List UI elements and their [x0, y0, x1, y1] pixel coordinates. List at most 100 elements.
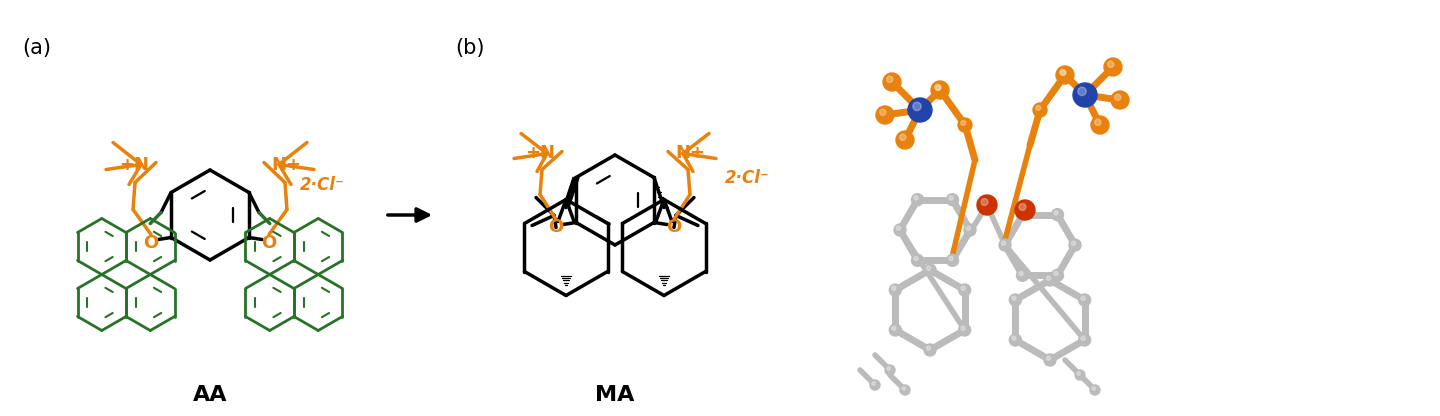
Circle shape	[1092, 387, 1096, 390]
Circle shape	[981, 198, 988, 206]
Circle shape	[960, 286, 965, 290]
Circle shape	[1071, 241, 1076, 245]
Text: MA: MA	[595, 385, 635, 405]
Circle shape	[1009, 334, 1021, 346]
Circle shape	[935, 84, 940, 90]
Circle shape	[1020, 203, 1025, 210]
Circle shape	[909, 98, 932, 122]
Circle shape	[1081, 336, 1086, 340]
Circle shape	[1060, 69, 1066, 75]
Polygon shape	[563, 178, 579, 208]
Circle shape	[894, 224, 906, 236]
Text: N+: N+	[271, 156, 301, 173]
Circle shape	[891, 286, 896, 290]
Circle shape	[1081, 296, 1086, 300]
Circle shape	[914, 256, 919, 260]
Circle shape	[1035, 105, 1041, 110]
Circle shape	[900, 134, 906, 141]
Circle shape	[870, 380, 880, 390]
Circle shape	[926, 266, 930, 270]
Circle shape	[887, 367, 890, 370]
Circle shape	[1020, 211, 1022, 215]
Circle shape	[1051, 209, 1064, 221]
Text: 2·Cl⁻: 2·Cl⁻	[300, 176, 344, 194]
Circle shape	[966, 226, 971, 230]
Circle shape	[1017, 269, 1028, 281]
Circle shape	[1047, 276, 1051, 280]
Circle shape	[890, 284, 901, 296]
Circle shape	[886, 365, 896, 375]
Circle shape	[1001, 241, 1005, 245]
Circle shape	[959, 284, 971, 296]
Circle shape	[960, 326, 965, 330]
Circle shape	[1061, 70, 1066, 75]
Circle shape	[1020, 271, 1022, 276]
Circle shape	[912, 254, 923, 266]
Circle shape	[1051, 269, 1064, 281]
Circle shape	[914, 196, 919, 200]
Circle shape	[1047, 356, 1051, 360]
Circle shape	[1054, 271, 1058, 276]
Circle shape	[924, 344, 936, 356]
Circle shape	[912, 194, 923, 206]
Circle shape	[1077, 87, 1086, 96]
Text: (b): (b)	[455, 38, 484, 58]
Circle shape	[1107, 61, 1115, 67]
Text: +N: +N	[120, 156, 148, 173]
Circle shape	[873, 382, 876, 385]
Text: O: O	[667, 218, 681, 237]
Text: +N: +N	[526, 144, 554, 163]
Circle shape	[1058, 68, 1071, 82]
Circle shape	[1104, 58, 1122, 76]
Circle shape	[1115, 94, 1120, 100]
Text: N+: N+	[675, 144, 706, 163]
Circle shape	[1012, 336, 1017, 340]
Circle shape	[876, 106, 894, 124]
Circle shape	[1009, 294, 1021, 306]
Circle shape	[900, 385, 910, 395]
Circle shape	[959, 324, 971, 336]
Circle shape	[1077, 372, 1080, 375]
Circle shape	[890, 324, 901, 336]
Circle shape	[999, 239, 1011, 251]
Circle shape	[913, 102, 922, 111]
Circle shape	[883, 73, 901, 91]
Circle shape	[1032, 103, 1047, 117]
Text: O: O	[144, 233, 158, 252]
Circle shape	[896, 226, 900, 230]
Circle shape	[1068, 239, 1081, 251]
Circle shape	[958, 118, 972, 132]
Circle shape	[924, 264, 936, 276]
Circle shape	[887, 76, 893, 82]
Circle shape	[960, 121, 966, 125]
Circle shape	[946, 254, 959, 266]
Circle shape	[891, 326, 896, 330]
Circle shape	[936, 85, 940, 90]
Circle shape	[1044, 274, 1056, 286]
Circle shape	[1079, 334, 1090, 346]
Circle shape	[1015, 200, 1035, 220]
Circle shape	[1012, 296, 1017, 300]
Circle shape	[946, 194, 959, 206]
Circle shape	[896, 131, 914, 149]
Circle shape	[1076, 370, 1084, 380]
Circle shape	[926, 346, 930, 350]
Text: AA: AA	[193, 385, 228, 405]
Circle shape	[901, 387, 906, 390]
Text: (a): (a)	[22, 38, 50, 58]
Circle shape	[1073, 83, 1097, 107]
Circle shape	[963, 224, 976, 236]
Circle shape	[1094, 119, 1102, 126]
Circle shape	[1056, 66, 1074, 84]
Circle shape	[976, 195, 996, 215]
Circle shape	[880, 109, 886, 116]
Circle shape	[1092, 116, 1109, 134]
Text: O: O	[261, 233, 276, 252]
Circle shape	[1044, 354, 1056, 366]
Circle shape	[933, 83, 948, 97]
Circle shape	[1017, 209, 1028, 221]
Circle shape	[949, 256, 953, 260]
Circle shape	[1079, 294, 1090, 306]
Circle shape	[949, 196, 953, 200]
Circle shape	[1090, 385, 1100, 395]
